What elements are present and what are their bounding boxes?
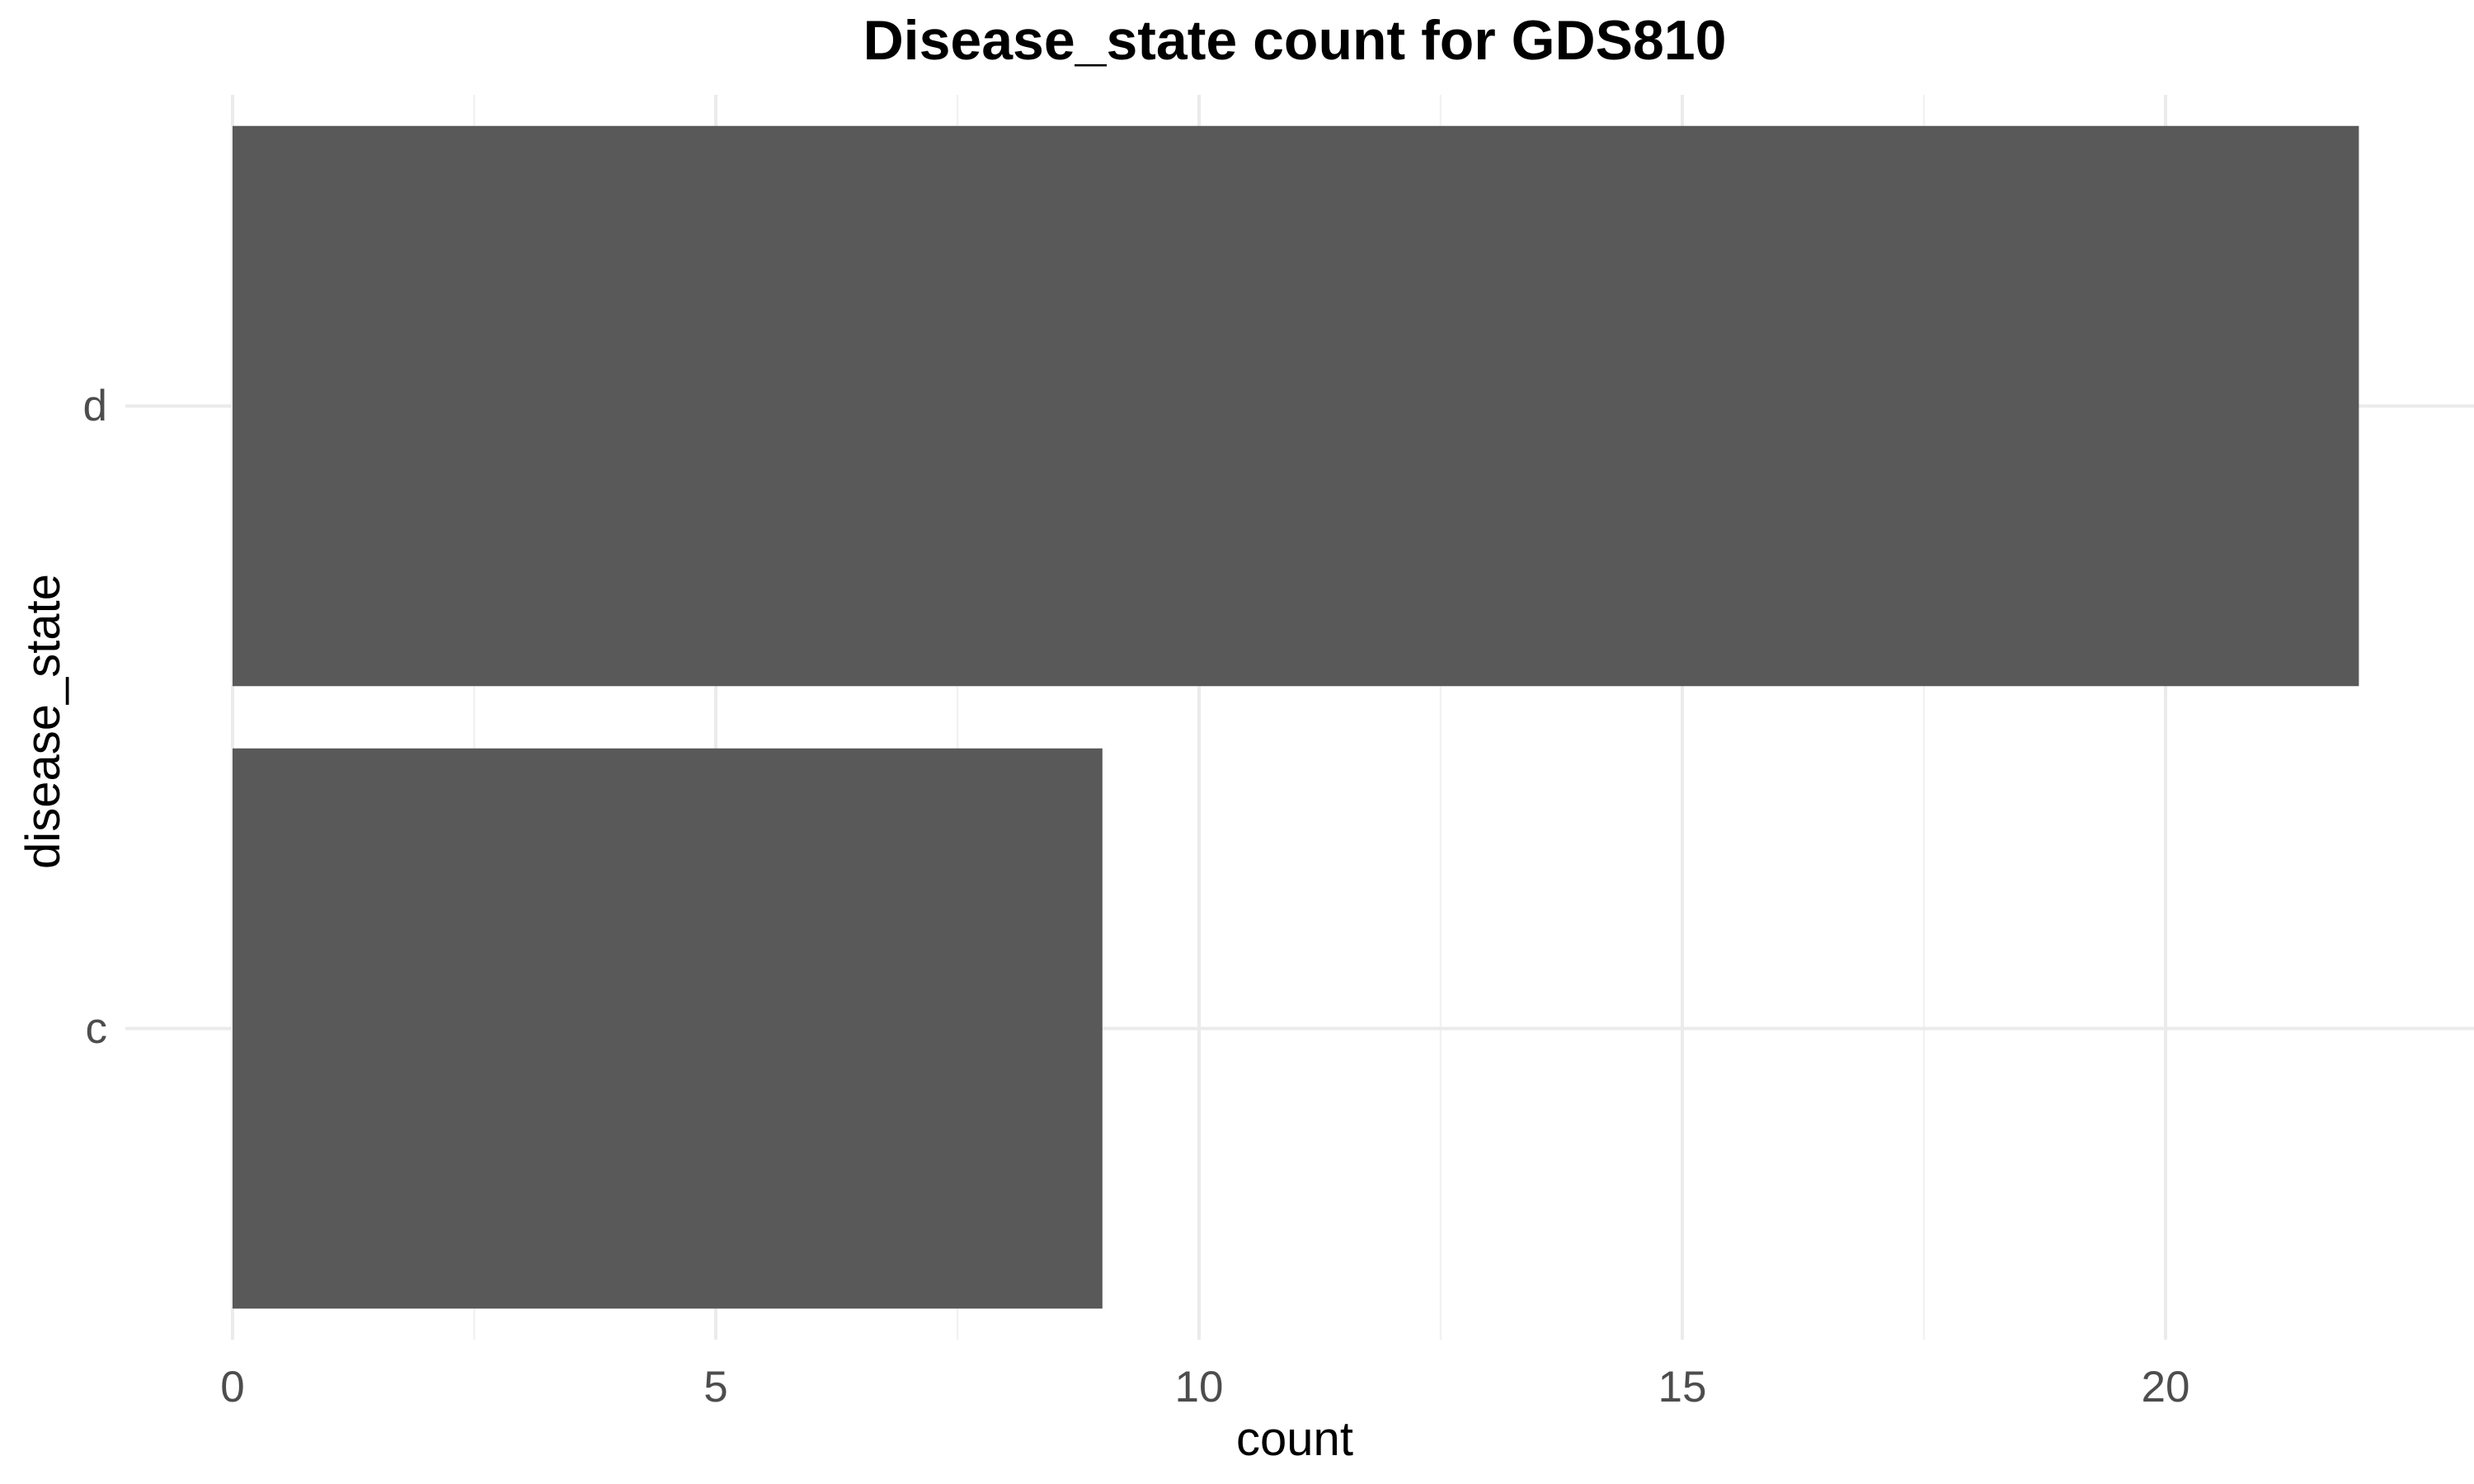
y-tick-label: d [83,382,107,430]
bar-d [233,125,2359,687]
chart-title: Disease_state count for GDS810 [863,9,1727,72]
x-tick-label: 5 [703,1363,727,1411]
bars [233,125,2359,1309]
x-tick-label: 20 [2142,1363,2190,1411]
x-tick-label: 10 [1175,1363,1224,1411]
x-axis-ticks: 0 5 10 15 20 [220,1363,2189,1411]
y-axis-title: disease_state [16,574,70,869]
y-tick-label: c [86,1004,108,1053]
y-axis-ticks: cd [83,382,107,1053]
bar-c [233,748,1103,1309]
x-tick-label: 0 [220,1363,244,1411]
x-axis-title: count [1236,1412,1353,1466]
x-tick-label: 15 [1658,1363,1707,1411]
